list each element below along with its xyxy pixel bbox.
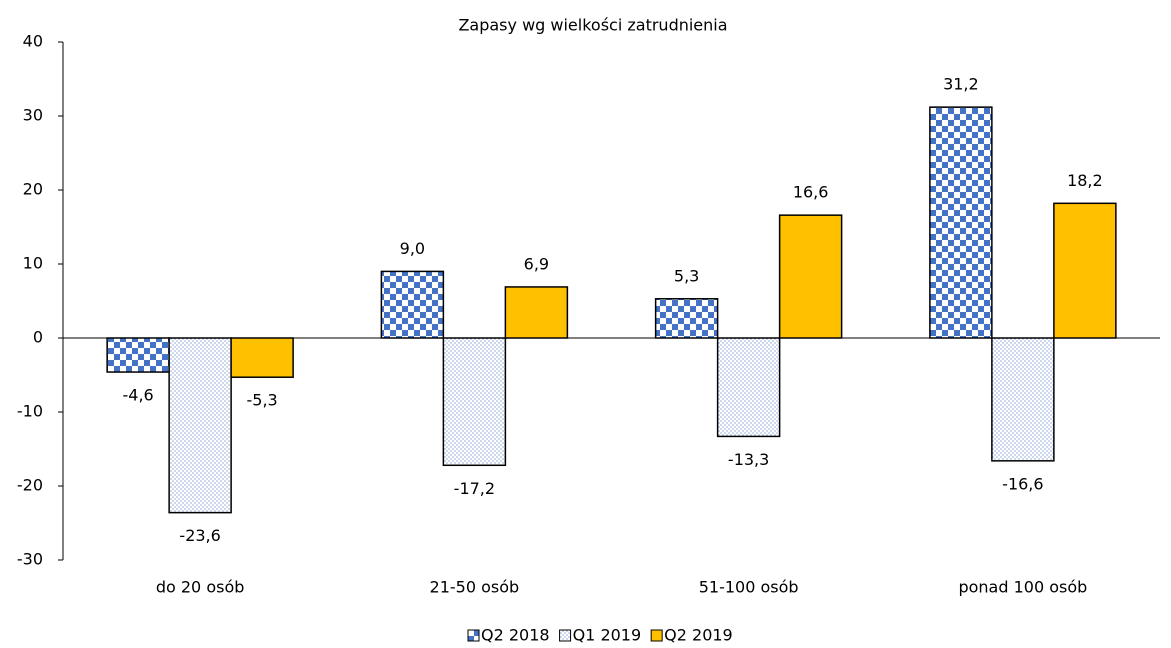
bar: [504, 286, 569, 339]
y-tick-label: -20: [17, 476, 43, 495]
data-label: -13,3: [728, 450, 769, 469]
legend-label: Q2 2019: [664, 626, 733, 645]
y-tick-label: 30: [23, 106, 43, 125]
bar: [168, 337, 232, 514]
y-tick-label: 10: [23, 254, 43, 273]
data-label: -16,6: [1002, 474, 1043, 493]
y-tick-label: 20: [23, 180, 43, 199]
bar: [1053, 202, 1117, 339]
data-label: -5,3: [247, 391, 278, 410]
bar: [442, 337, 507, 467]
legend-swatch: [559, 629, 572, 642]
bar: [106, 337, 170, 373]
bar: [991, 337, 1055, 462]
legend-swatch: [650, 629, 663, 642]
bar: [230, 337, 294, 378]
chart-title: Zapasy wg wielkości zatrudnienia: [458, 16, 727, 35]
data-label: -23,6: [179, 526, 220, 545]
data-label: 9,0: [400, 239, 425, 258]
bar: [380, 270, 445, 339]
bar: [716, 337, 781, 438]
legend-label: Q1 2019: [573, 626, 642, 645]
y-tick-label: -30: [17, 550, 43, 569]
bar: [929, 106, 993, 339]
data-label: 16,6: [793, 183, 829, 202]
legend-label: Q2 2018: [481, 626, 550, 645]
data-label: 6,9: [524, 254, 549, 273]
y-tick-label: 0: [33, 328, 43, 347]
data-label: 5,3: [674, 266, 699, 285]
x-tick-label: ponad 100 osób: [958, 578, 1087, 597]
bar: [778, 214, 843, 339]
data-label: -4,6: [123, 386, 154, 405]
y-tick-label: 40: [23, 32, 43, 51]
y-tick-label: -10: [17, 402, 43, 421]
x-tick-label: 51-100 osób: [699, 578, 799, 597]
bar: [654, 298, 719, 339]
data-label: 31,2: [943, 75, 979, 94]
legend-swatch: [467, 629, 480, 642]
data-label: 18,2: [1067, 171, 1103, 190]
x-tick-label: 21-50 osób: [430, 578, 520, 597]
x-tick-label: do 20 osób: [156, 578, 245, 597]
data-label: -17,2: [454, 479, 495, 498]
